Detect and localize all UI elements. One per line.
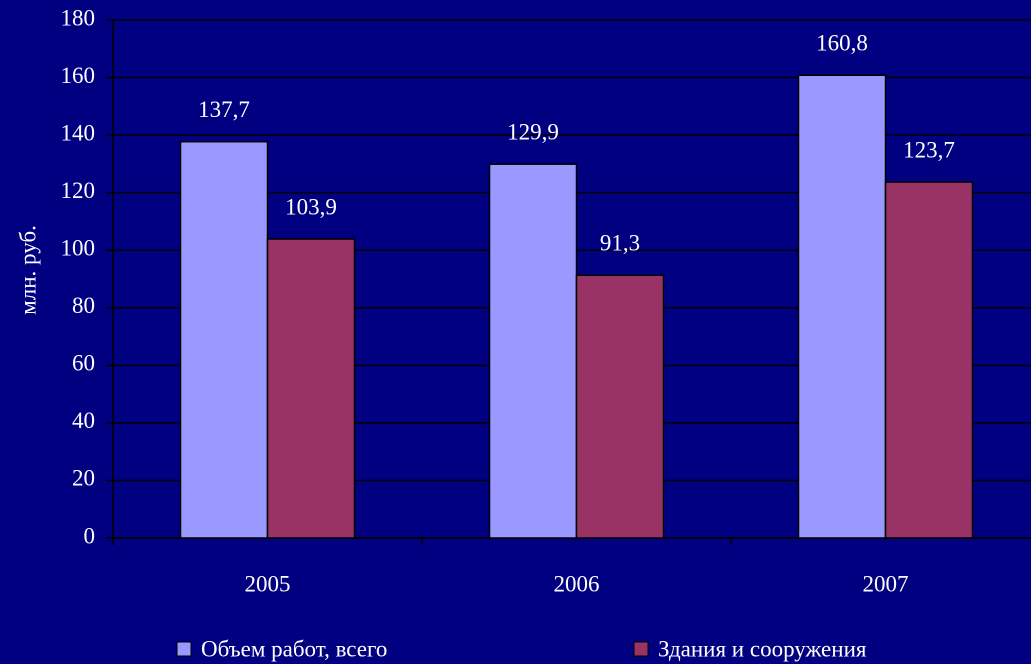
- bar: [884, 181, 974, 539]
- y-tick-label: 140: [61, 120, 96, 145]
- y-tick-label: 0: [84, 523, 96, 548]
- data-label: 137,7: [198, 97, 250, 122]
- y-tick-label: 180: [61, 5, 96, 30]
- bar: [179, 140, 269, 539]
- bar: [488, 163, 578, 539]
- x-tick-label: 2006: [554, 571, 600, 596]
- data-label: 129,9: [507, 119, 559, 144]
- y-tick-label: 40: [72, 408, 95, 433]
- data-label: 91,3: [600, 231, 640, 256]
- y-tick-label: 120: [61, 178, 96, 203]
- data-label: 103,9: [285, 194, 337, 219]
- legend-label: Здания и сооружения: [658, 636, 867, 661]
- legend-label: Объем работ, всего: [201, 636, 387, 661]
- bar: [575, 274, 665, 539]
- legend-swatch: [633, 641, 649, 657]
- y-tick-label: 60: [72, 351, 95, 376]
- bar: [266, 238, 356, 539]
- y-tick-label: 100: [61, 236, 96, 261]
- y-tick-label: 20: [72, 466, 95, 491]
- y-tick-label: 160: [61, 63, 96, 88]
- y-axis-label: млн. руб.: [15, 225, 40, 315]
- y-tick-label: 80: [72, 293, 95, 318]
- bar: [797, 74, 887, 539]
- x-tick-label: 2007: [863, 571, 909, 596]
- legend-swatch: [176, 641, 192, 657]
- data-label: 123,7: [903, 137, 955, 162]
- data-label: 160,8: [816, 31, 868, 56]
- x-tick-label: 2005: [245, 571, 291, 596]
